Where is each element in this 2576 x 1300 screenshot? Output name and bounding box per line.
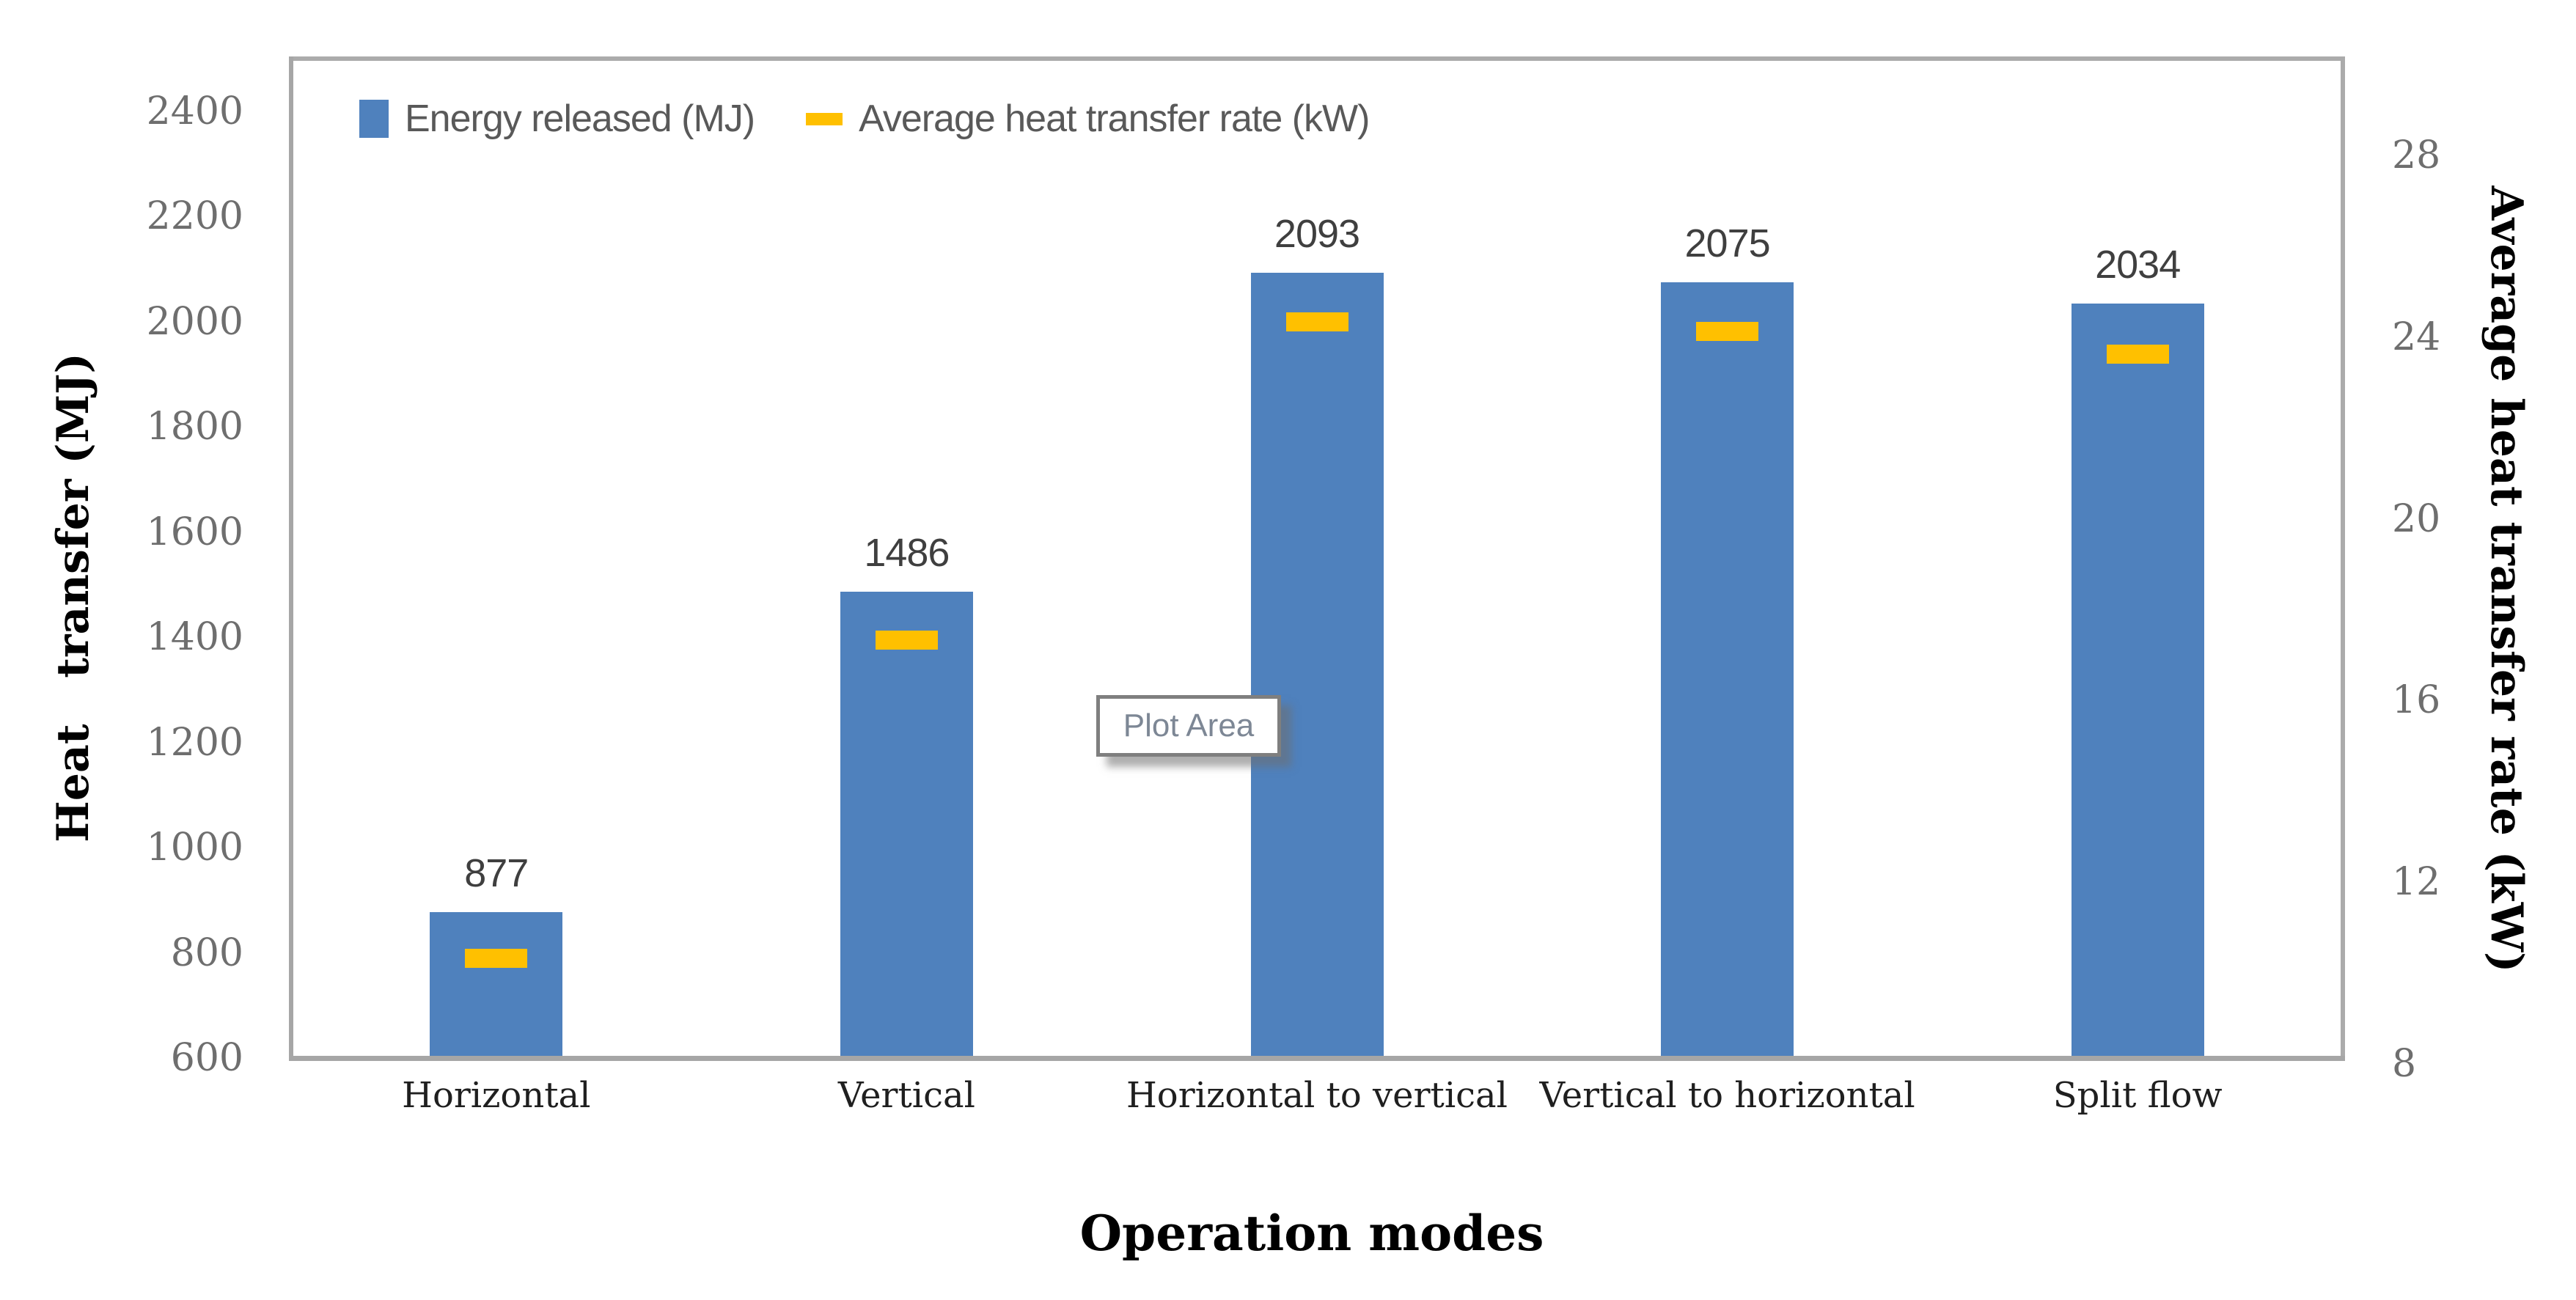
right-axis-tick-24: 24 xyxy=(2392,315,2441,359)
left-axis-tick-1000: 1000 xyxy=(146,826,243,870)
left-axis-tick-1600: 1600 xyxy=(146,510,243,554)
bar-vertical[interactable] xyxy=(840,592,973,1056)
bar-vertical-to-horizontal[interactable] xyxy=(1661,282,1794,1056)
left-axis-tick-1800: 1800 xyxy=(146,405,243,449)
bar-horizontal[interactable] xyxy=(430,912,563,1056)
right-axis-tick-20: 20 xyxy=(2392,496,2441,541)
category-label-horizontal-to-vertical: Horizontal to vertical xyxy=(1126,1075,1508,1116)
left-axis-tick-800: 800 xyxy=(170,930,243,975)
dash-marker-vertical-to-horizontal[interactable] xyxy=(1696,321,1759,341)
bar-series-swatch-icon xyxy=(359,100,389,138)
data-label-2093: 2093 xyxy=(1274,211,1360,256)
data-label-2075: 2075 xyxy=(1684,221,1771,265)
right-axis-tick-28: 28 xyxy=(2392,133,2441,177)
right-axis-tick-8: 8 xyxy=(2392,1042,2417,1086)
data-label-877: 877 xyxy=(464,851,529,896)
left-axis-tick-1200: 1200 xyxy=(146,720,243,765)
left-axis-tick-600: 600 xyxy=(170,1036,243,1080)
legend-item-energy-released[interactable]: Energy released (MJ) xyxy=(359,97,755,141)
plot-border-right xyxy=(2341,56,2345,1060)
dash-marker-horizontal[interactable] xyxy=(465,948,528,968)
x-axis-line xyxy=(289,1056,2345,1061)
bar-horizontal-to-vertical[interactable] xyxy=(1250,272,1384,1056)
plot-area-tooltip-text: Plot Area xyxy=(1123,708,1255,743)
legend-label-energy-released: Energy released (MJ) xyxy=(405,98,755,140)
left-axis-tick-2400: 2400 xyxy=(146,89,243,133)
plot-area-tooltip: Plot Area xyxy=(1096,695,1281,757)
left-axis-tick-1400: 1400 xyxy=(146,615,243,660)
left-axis-tick-2000: 2000 xyxy=(146,299,243,344)
y-axis-line xyxy=(289,56,293,1060)
plot-border-top xyxy=(289,56,2344,61)
dash-marker-split-flow[interactable] xyxy=(2106,344,2169,364)
right-axis-tick-12: 12 xyxy=(2392,860,2441,905)
category-label-split-flow: Split flow xyxy=(2052,1075,2223,1116)
dash-series-swatch-icon xyxy=(806,112,843,125)
x-axis-title[interactable]: Operation modes xyxy=(1079,1205,1544,1262)
category-label-vertical-to-horizontal: Vertical to horizontal xyxy=(1539,1075,1915,1116)
legend-item-avg-heat-rate[interactable]: Average heat transfer rate (kW) xyxy=(806,97,1370,141)
left-axis-tick-2200: 2200 xyxy=(146,194,243,239)
right-axis-title[interactable]: Average heat transfer rate (kW) xyxy=(2481,186,2532,973)
data-label-2034: 2034 xyxy=(2095,243,2181,287)
dash-marker-horizontal-to-vertical[interactable] xyxy=(1285,312,1348,332)
legend-label-avg-heat-rate: Average heat transfer rate (kW) xyxy=(859,98,1370,140)
left-axis-title[interactable]: Heat transfer (MJ) xyxy=(48,353,99,842)
category-label-horizontal: Horizontal xyxy=(402,1075,591,1116)
legend: Energy released (MJ) Average heat transf… xyxy=(359,97,1370,141)
dash-marker-vertical[interactable] xyxy=(875,631,938,650)
data-label-1486: 1486 xyxy=(864,531,950,576)
category-label-vertical: Vertical xyxy=(837,1075,975,1116)
right-axis-tick-16: 16 xyxy=(2392,678,2441,723)
bar-split-flow[interactable] xyxy=(2071,304,2204,1056)
